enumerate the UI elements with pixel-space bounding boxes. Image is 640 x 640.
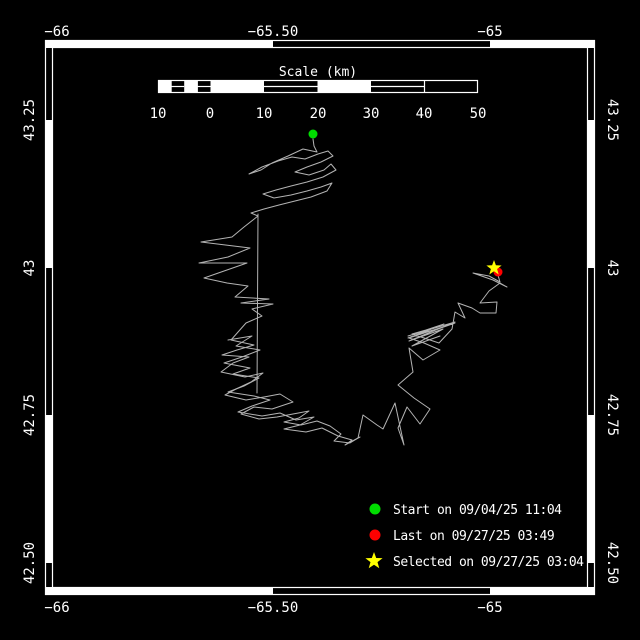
map-markers bbox=[308, 129, 503, 277]
scale-bar-segment bbox=[210, 80, 264, 93]
top-axis-tick-label: −65.50 bbox=[248, 24, 299, 40]
map-frame bbox=[44, 39, 596, 596]
track-line-gap-connector bbox=[256, 213, 259, 394]
frame-outer-line bbox=[44, 39, 596, 596]
frame-segment bbox=[45, 415, 53, 563]
frame-segment bbox=[45, 587, 273, 595]
scale-tick-label: 50 bbox=[470, 106, 487, 122]
frame-segment bbox=[587, 120, 595, 268]
bottom-axis-tick-label: −65 bbox=[477, 600, 502, 616]
frame-segment bbox=[490, 587, 595, 595]
legend-start-label: Start on 09/04/25 11:04 bbox=[393, 503, 562, 518]
scale-bar: Scale (km) 10 0 10 20 30 40 50 bbox=[150, 65, 487, 122]
scale-tick-label: 30 bbox=[363, 106, 380, 122]
frame-segment bbox=[45, 120, 53, 268]
frame-segment bbox=[45, 40, 273, 48]
track-line-right-cluster bbox=[407, 321, 456, 347]
scale-tick-label: 0 bbox=[206, 106, 214, 122]
axis-labels: −66 −65.50 −65 −66 −65.50 −65 43.25 43 4… bbox=[22, 24, 620, 616]
right-axis-tick-label: 43 bbox=[604, 260, 620, 277]
bottom-axis-tick-label: −65.50 bbox=[248, 600, 299, 616]
left-axis-tick-label: 42.75 bbox=[22, 394, 38, 436]
legend-selected-star-icon bbox=[365, 552, 383, 569]
legend-selected-label: Selected on 09/27/25 03:04 bbox=[393, 555, 584, 570]
top-axis-tick-label: −65 bbox=[477, 24, 502, 40]
legend-last-dot-icon bbox=[369, 529, 381, 541]
frame-segment bbox=[490, 40, 595, 48]
right-axis-tick-label: 42.75 bbox=[604, 394, 620, 436]
start-marker-dot bbox=[308, 129, 318, 139]
legend-start-dot-icon bbox=[369, 503, 381, 515]
scale-bar-segment bbox=[317, 80, 371, 93]
left-axis-tick-label: 42.50 bbox=[22, 542, 38, 584]
track-lines bbox=[198, 138, 508, 446]
bottom-axis-tick-label: −66 bbox=[44, 600, 69, 616]
right-axis-tick-label: 43.25 bbox=[604, 99, 620, 141]
frame-segment bbox=[587, 415, 595, 563]
scale-tick-label: 20 bbox=[310, 106, 327, 122]
scale-tick-label: 10 bbox=[150, 106, 167, 122]
left-axis-tick-label: 43 bbox=[22, 260, 38, 277]
selected-marker-star bbox=[486, 260, 502, 275]
track-line-main bbox=[198, 138, 508, 446]
track-line-cluster bbox=[223, 335, 361, 446]
left-axis-tick-label: 43.25 bbox=[22, 99, 38, 141]
legend-last-label: Last on 09/27/25 03:49 bbox=[393, 529, 554, 544]
scale-bar-segment bbox=[158, 80, 172, 93]
scale-tick-label: 10 bbox=[256, 106, 273, 122]
scale-tick-label: 40 bbox=[416, 106, 433, 122]
top-axis-tick-label: −66 bbox=[44, 24, 69, 40]
scale-bar-segment bbox=[184, 80, 198, 93]
legend: Start on 09/04/25 11:04 Last on 09/27/25… bbox=[365, 503, 585, 570]
right-axis-tick-label: 42.50 bbox=[604, 542, 620, 584]
frame-inner-line bbox=[51, 46, 589, 589]
scale-bar-title: Scale (km) bbox=[279, 65, 357, 80]
